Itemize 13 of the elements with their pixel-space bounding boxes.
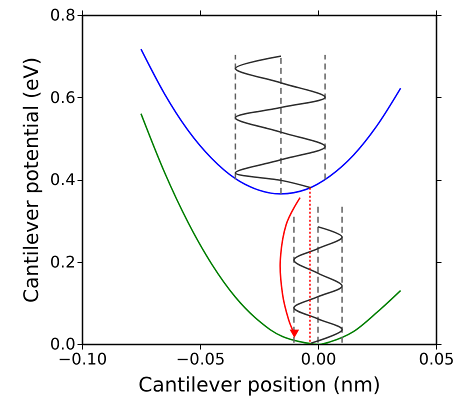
x-tick-label: −0.05 (176, 350, 226, 368)
y-tick-label: 0.6 (50, 88, 76, 107)
line-series (140, 112, 402, 344)
line-series (234, 55, 326, 188)
y-tick-label: 0.2 (50, 252, 76, 272)
y-axis-title: Cantilever potential (eV) (19, 57, 44, 303)
y-tick-label: 0.4 (50, 170, 76, 189)
x-tick-label: 0.00 (300, 350, 336, 368)
x-tick-label: 0.05 (418, 350, 454, 368)
y-tick-label: 0.8 (50, 6, 76, 24)
line-series (293, 226, 343, 344)
line-series (140, 48, 402, 195)
x-axis-title: Cantilever position (nm) (138, 372, 381, 396)
